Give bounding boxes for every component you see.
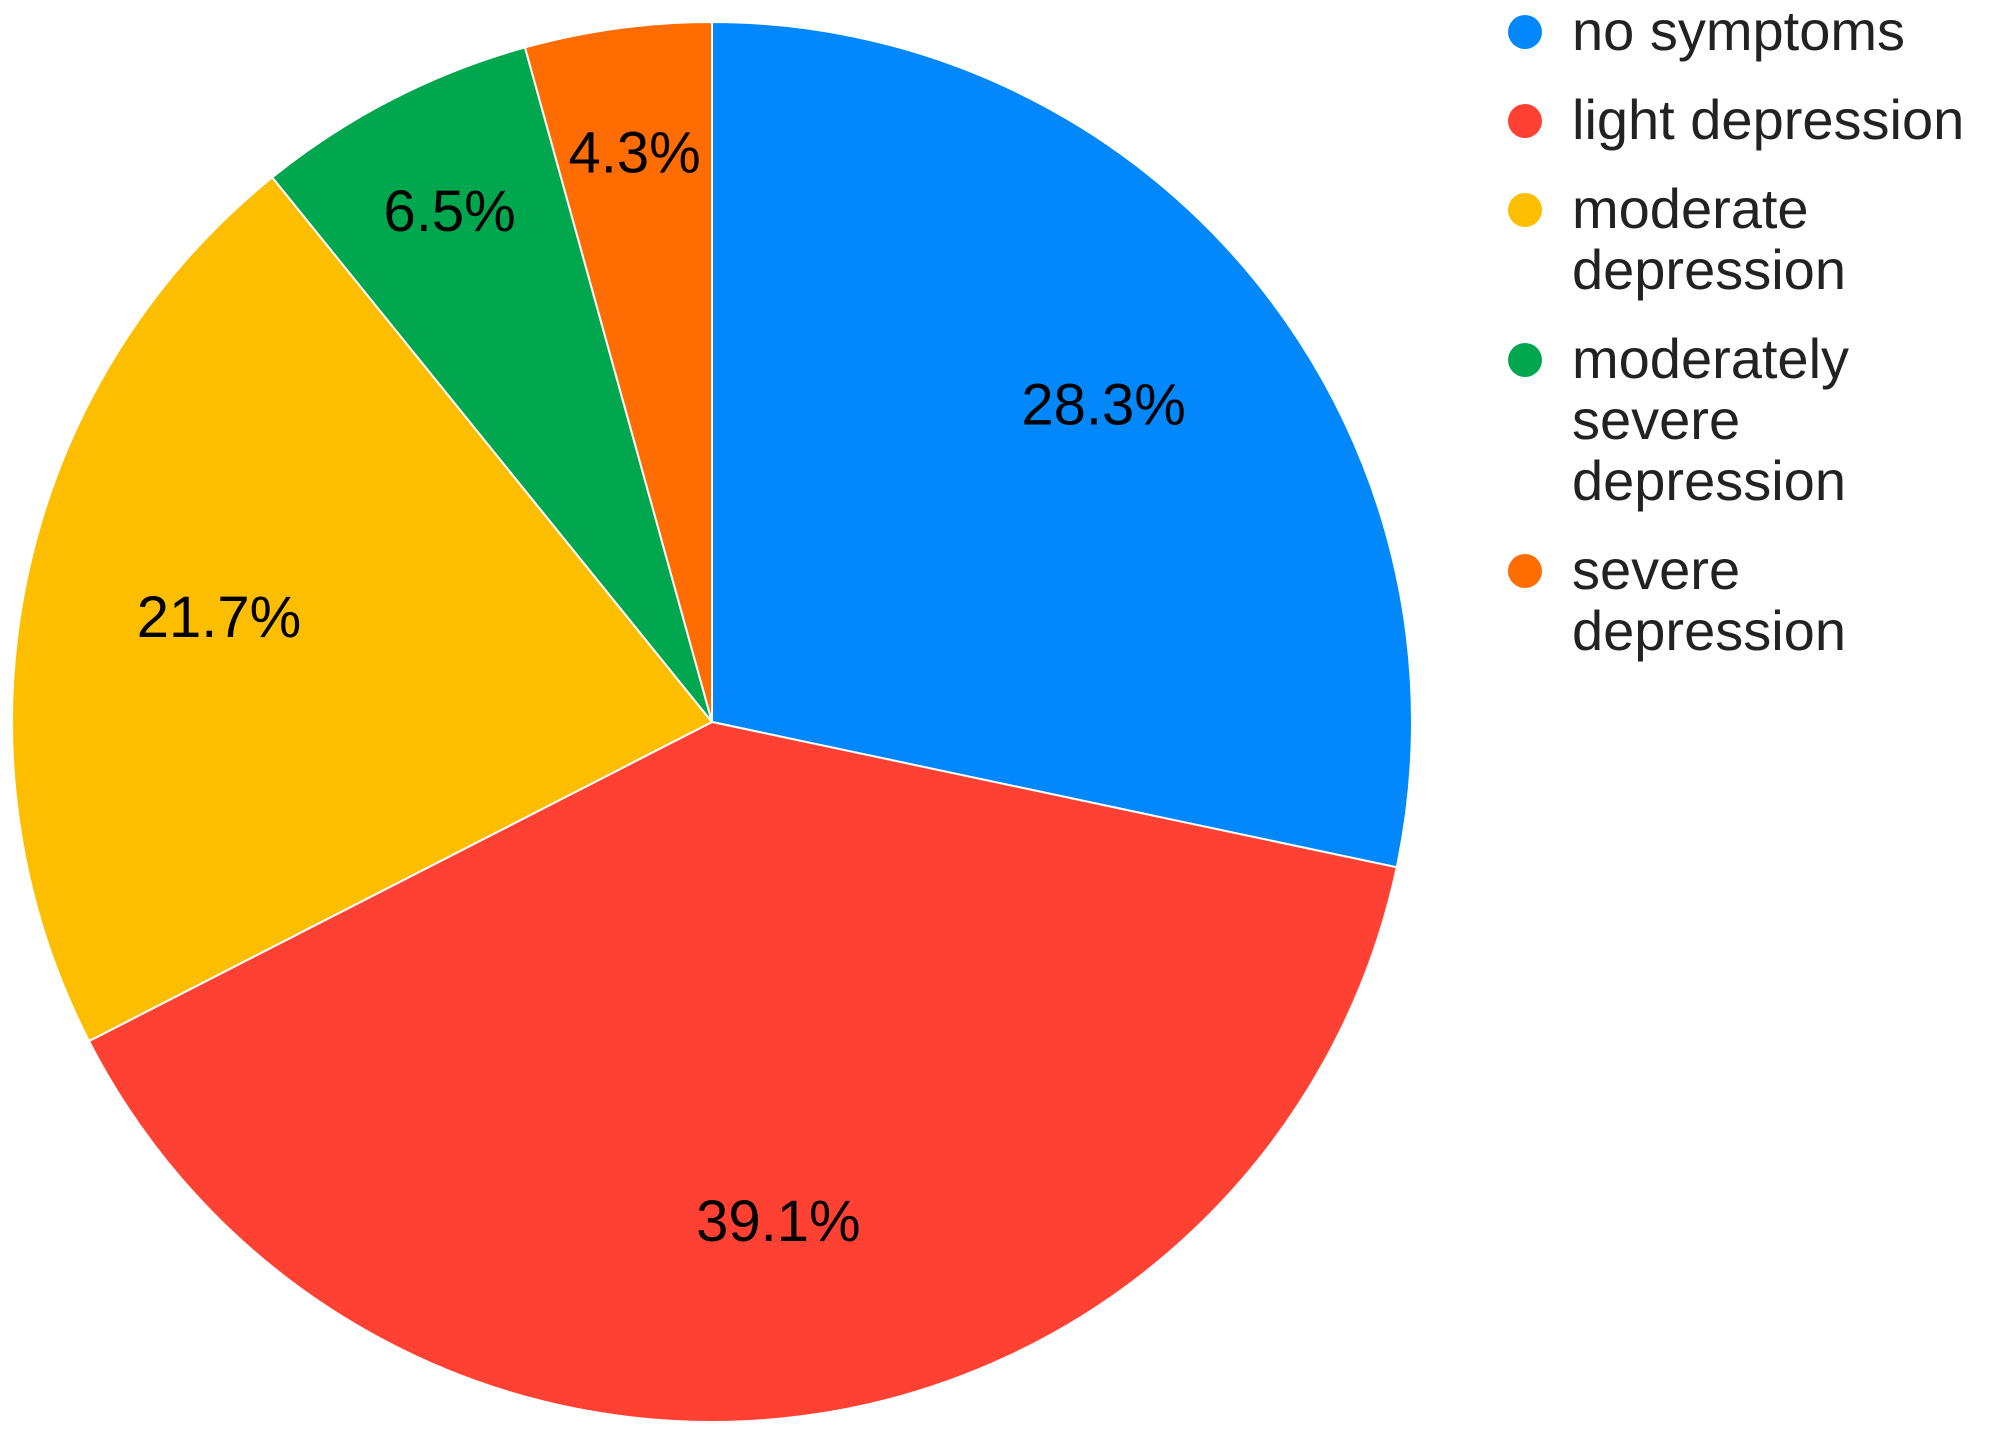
slice-label-no-symptoms: 28.3% [1021, 372, 1185, 437]
legend-label-light-depression: light depression [1572, 88, 1965, 151]
slice-labels-group: 28.3% 39.1% 21.7% 6.5% 4.3% [137, 121, 1186, 1254]
pie-slice-moderately-severe-depression [270, 46, 713, 723]
legend-marker-light-depression [1508, 104, 1542, 138]
pie-slice-no-symptoms [711, 20, 1413, 869]
slice-label-severe-depression: 4.3% [569, 121, 701, 186]
legend-item-no-symptoms: no symptoms [1508, 0, 1998, 61]
legend-item-moderately-severe-depression: moderately severe depression [1508, 328, 1998, 511]
legend-marker-moderate-depression [1508, 193, 1542, 227]
legend-item-light-depression: light depression [1508, 89, 1998, 150]
legend-item-moderate-depression: moderate depression [1508, 178, 1998, 300]
legend-label-moderate-depression: moderate depression [1572, 177, 1846, 301]
pie-slice-severe-depression [523, 20, 713, 723]
legend-label-no-symptoms: no symptoms [1572, 0, 1905, 62]
legend-label-moderately-severe-depression: moderately severe depression [1572, 327, 1850, 512]
legend-marker-severe-depression [1508, 554, 1542, 588]
legend-item-severe-depression: severe depression [1508, 539, 1998, 661]
pie-slice-moderate-depression [11, 175, 714, 1043]
legend-label-severe-depression: severe depression [1572, 538, 1846, 662]
slice-label-moderate-depression: 21.7% [137, 585, 301, 650]
slice-label-moderately-severe-depression: 6.5% [383, 179, 515, 244]
legend: no symptoms light depression moderate de… [1508, 0, 1998, 689]
slices-group [11, 20, 1413, 1423]
pie-slice-light-depression [87, 720, 1398, 1423]
legend-marker-moderately-severe-depression [1508, 343, 1542, 377]
legend-marker-no-symptoms [1508, 15, 1542, 49]
slice-label-light-depression: 39.1% [696, 1189, 860, 1254]
